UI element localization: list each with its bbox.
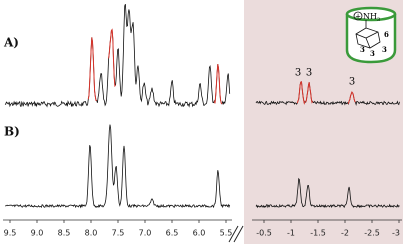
inset-number: 3 <box>382 45 387 54</box>
highlight-peak <box>305 82 314 104</box>
inset-number: 3 <box>360 45 365 54</box>
tick-label: 7.0 <box>139 229 152 238</box>
highlight-peak <box>213 64 223 105</box>
peak-label: 3 <box>306 68 312 79</box>
tick-label: -2.5 <box>364 229 380 238</box>
highlight-peak <box>87 37 97 101</box>
tick-label: 9.0 <box>31 229 44 238</box>
inset-number: 3 <box>370 49 375 58</box>
tick-label: 6.0 <box>193 229 206 238</box>
tick-label: -2 <box>341 229 349 238</box>
tick-label: -1.5 <box>310 229 326 238</box>
inset-group: NH3 <box>363 12 380 23</box>
spectrum-b <box>5 124 231 209</box>
spectrum-a <box>255 81 400 107</box>
panel-label: B) <box>4 125 20 139</box>
tick-label: 6.5 <box>166 229 179 238</box>
tick-label: -3 <box>392 229 400 238</box>
inset: + NH3 6 3 3 3 <box>345 6 397 64</box>
tick-label: -1 <box>287 229 295 238</box>
peak-label: 3 <box>349 77 355 88</box>
tick-label: 5.5 <box>220 229 233 238</box>
highlight-peak <box>296 81 306 105</box>
tick-label: 8.5 <box>58 229 71 238</box>
spectrum-a <box>4 4 231 108</box>
panel-label: A) <box>3 36 19 50</box>
spectrum-b <box>255 177 400 209</box>
axis-break <box>228 225 244 243</box>
tick-label: -0.5 <box>256 229 272 238</box>
inset-number: 6 <box>384 30 389 39</box>
highlight-peak <box>108 28 116 88</box>
tick-label: 9.5 <box>4 229 17 238</box>
tick-label: 7.5 <box>112 229 125 238</box>
highlight-peak <box>347 91 356 105</box>
peak-label: 3 <box>295 68 301 79</box>
svg-text:+: + <box>355 13 361 21</box>
tick-label: 8.0 <box>85 229 98 238</box>
